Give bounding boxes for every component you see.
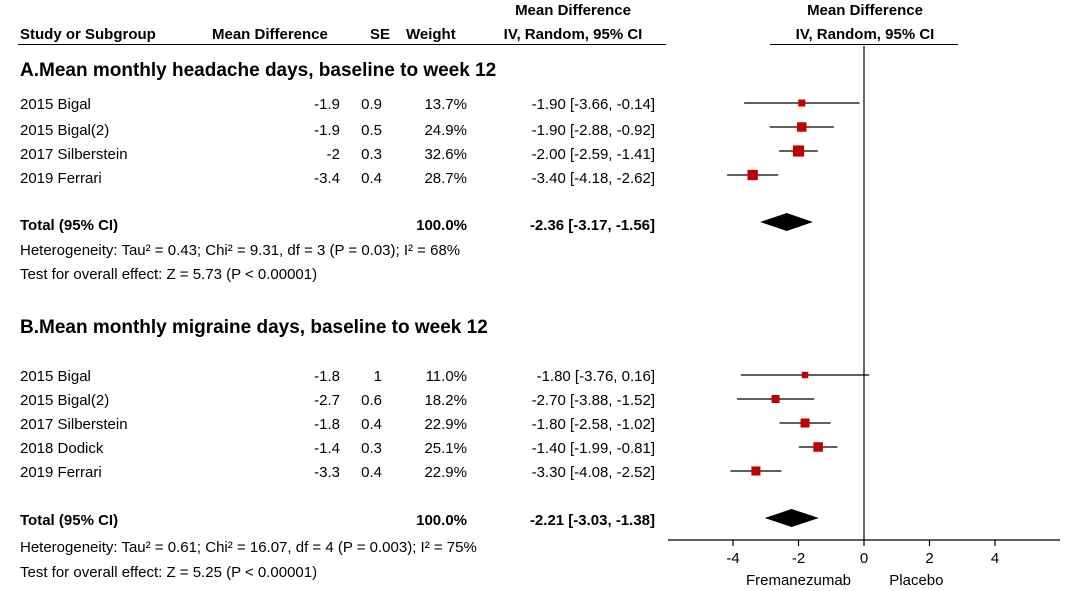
confidence-interval: -3.40 [-4.18, -2.62] [531, 170, 655, 187]
confidence-interval: -1.40 [-1.99, -0.81] [531, 440, 655, 457]
study-marker [813, 442, 823, 452]
study-name: 2019 Ferrari [20, 170, 102, 187]
x-tick-label: 0 [860, 550, 868, 567]
study-marker [798, 99, 806, 107]
favours-fremanezumab-label: Fremanezumab [746, 572, 851, 589]
study-marker [747, 169, 758, 181]
confidence-interval: -1.90 [-3.66, -0.14] [531, 96, 655, 113]
mean-difference: -2.7 [314, 392, 340, 409]
standard-error: 0.4 [361, 170, 382, 187]
study-name: 2017 Silberstein [20, 416, 128, 433]
weight: 25.1% [424, 440, 467, 457]
mean-difference: -3.4 [314, 170, 340, 187]
header-study: Study or Subgroup [20, 26, 156, 43]
total-label: Total (95% CI) [20, 512, 119, 529]
weight: 22.9% [424, 416, 467, 433]
header-plot-bottom: IV, Random, 95% CI [795, 26, 935, 43]
forest-plot: -4 -2 0 2 4 Fremanezumab Placebo [668, 46, 1060, 589]
mean-difference: -1.9 [314, 122, 340, 139]
mean-difference: -3.3 [314, 464, 340, 481]
confidence-interval: -1.90 [-2.88, -0.92] [531, 122, 655, 139]
confidence-interval: -2.00 [-2.59, -1.41] [531, 146, 655, 163]
mean-difference: -2 [326, 146, 340, 163]
study-marker [801, 371, 809, 379]
x-tick-label: 2 [925, 550, 933, 567]
confidence-interval: -1.80 [-2.58, -1.02] [531, 416, 655, 433]
x-tick-label: 4 [991, 550, 999, 567]
header-mean-difference: Mean Difference [212, 26, 328, 43]
standard-error: 0.9 [361, 96, 382, 113]
header-se: SE [370, 26, 391, 43]
header-weight: Weight [406, 26, 456, 43]
standard-error: 0.6 [361, 392, 382, 409]
study-name: 2017 Silberstein [20, 146, 128, 163]
total-ci: -2.36 [-3.17, -1.56] [529, 217, 655, 234]
weight: 32.6% [424, 146, 467, 163]
weight: 24.9% [424, 122, 467, 139]
study-name: 2015 Bigal [20, 368, 91, 385]
section-b-title: B.Mean monthly migraine days, baseline t… [20, 317, 488, 338]
confidence-interval: -2.70 [-3.88, -1.52] [531, 392, 655, 409]
standard-error: 0.4 [361, 464, 382, 481]
standard-error: 1 [373, 368, 382, 385]
mean-difference: -1.8 [314, 416, 340, 433]
mean-difference: -1.9 [314, 96, 340, 113]
weight: 18.2% [424, 392, 467, 409]
study-marker [800, 418, 810, 428]
weight: 22.9% [424, 464, 467, 481]
section-a-title: A.Mean monthly headache days, baseline t… [20, 60, 497, 81]
heterogeneity-text: Heterogeneity: Tau² = 0.43; Chi² = 9.31,… [20, 242, 461, 259]
weight: 28.7% [424, 170, 467, 187]
study-name: 2015 Bigal [20, 96, 91, 113]
weight: 13.7% [424, 96, 467, 113]
header-rule-right [770, 44, 958, 45]
standard-error: 0.5 [361, 122, 382, 139]
mean-difference: -1.8 [314, 368, 340, 385]
study-name: 2015 Bigal(2) [20, 122, 110, 139]
total-weight: 100.0% [416, 217, 467, 234]
overall-effect-text: Test for overall effect: Z = 5.73 (P < 0… [20, 266, 318, 283]
mean-difference: -1.4 [314, 440, 340, 457]
standard-error: 0.3 [361, 440, 382, 457]
confidence-interval: -3.30 [-4.08, -2.52] [531, 464, 655, 481]
overall-effect-text: Test for overall effect: Z = 5.25 (P < 0… [20, 564, 318, 581]
favours-placebo-label: Placebo [889, 572, 943, 589]
header-plot-top: Mean Difference [807, 2, 923, 19]
study-marker [751, 466, 761, 476]
standard-error: 0.4 [361, 416, 382, 433]
heterogeneity-text: Heterogeneity: Tau² = 0.61; Chi² = 16.07… [20, 539, 477, 556]
total-label: Total (95% CI) [20, 217, 119, 234]
study-name: 2015 Bigal(2) [20, 392, 110, 409]
x-tick-label: -4 [726, 550, 739, 567]
study-name: 2018 Dodick [20, 440, 104, 457]
study-name: 2019 Ferrari [20, 464, 102, 481]
header-ci-bottom: IV, Random, 95% CI [503, 26, 643, 43]
total-weight: 100.0% [416, 512, 467, 529]
study-marker [771, 394, 780, 404]
pooled-estimate-diamond [760, 213, 813, 231]
total-ci: -2.21 [-3.03, -1.38] [529, 512, 655, 529]
study-marker [792, 145, 805, 157]
header-rule-left [18, 44, 666, 45]
pooled-estimate-diamond [764, 509, 819, 527]
confidence-interval: -1.80 [-3.76, 0.16] [536, 368, 655, 385]
standard-error: 0.3 [361, 146, 382, 163]
study-marker [797, 122, 807, 132]
x-tick-label: -2 [792, 550, 805, 567]
header-ci-top: Mean Difference [515, 2, 631, 19]
weight: 11.0% [425, 368, 467, 385]
